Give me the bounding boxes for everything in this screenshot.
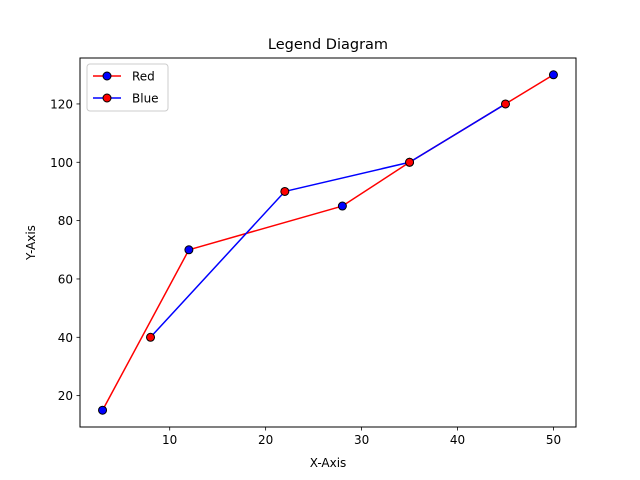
data-point-red [548, 70, 558, 80]
legend-label-blue: Blue [132, 92, 159, 106]
legend: Red Blue [86, 63, 169, 112]
data-point-red [337, 201, 347, 211]
legend-marker-red [102, 71, 112, 81]
y-tick-label: 20 [58, 389, 73, 403]
data-point-blue [405, 157, 415, 167]
series-layer [98, 70, 558, 415]
legend-label-red: Red [132, 70, 155, 84]
y-tick-label: 60 [58, 272, 73, 286]
x-axis-title: X-Axis [310, 456, 347, 470]
data-point-red [98, 405, 108, 415]
y-axis-title: Y-Axis [24, 225, 38, 261]
y-axis: 20 40 60 80 100 120 [50, 97, 80, 403]
data-point-blue [500, 99, 510, 109]
series-line-blue [149, 103, 506, 338]
x-tick-label: 40 [450, 433, 465, 447]
x-tick-label: 50 [546, 433, 561, 447]
data-point-blue [280, 186, 290, 196]
legend-marker-blue [102, 93, 112, 103]
x-axis: 10 20 30 40 50 [162, 427, 561, 447]
chart-title: Legend Diagram [268, 37, 388, 53]
data-point-blue [146, 332, 156, 342]
y-tick-label: 120 [50, 97, 73, 111]
series-line-red [101, 74, 554, 411]
x-tick-label: 30 [354, 433, 369, 447]
y-tick-label: 80 [58, 214, 73, 228]
data-point-red [184, 245, 194, 255]
plot-frame [79, 57, 577, 428]
x-tick-label: 10 [162, 433, 177, 447]
x-tick-label: 20 [258, 433, 273, 447]
y-tick-label: 100 [50, 156, 73, 170]
y-tick-label: 40 [58, 331, 73, 345]
